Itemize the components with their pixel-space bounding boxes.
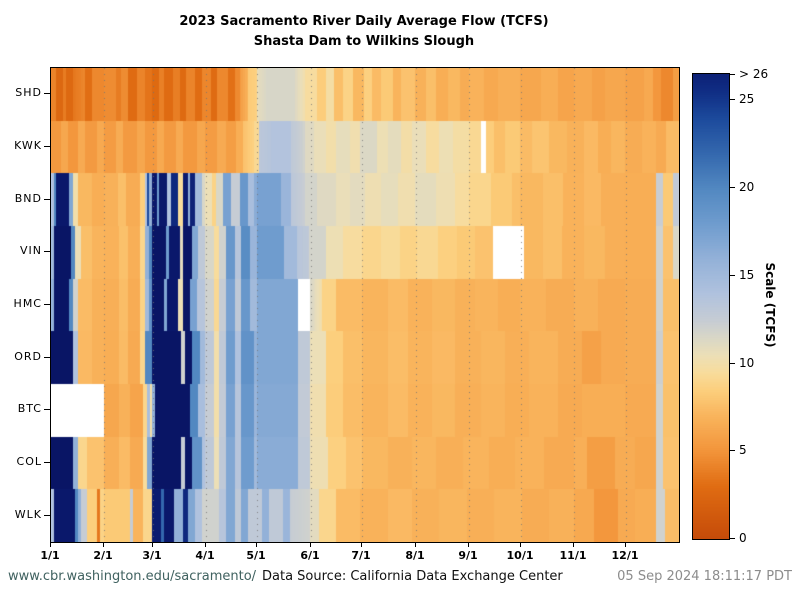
x-tick-label-9-1: 9/1 <box>458 549 478 562</box>
y-tick-mark <box>44 409 50 410</box>
colorbar-label-25: 25 <box>739 92 755 106</box>
colorbar-tick-mark <box>730 187 735 188</box>
plot-area <box>50 67 680 543</box>
y-tick-label-btc: BTC <box>17 402 42 416</box>
x-tick-label-11-1: 11/1 <box>559 549 587 562</box>
chart-title-line1: 2023 Sacramento River Daily Average Flow… <box>179 14 549 29</box>
y-tick-label-ord: ORD <box>14 349 42 363</box>
x-tick-mark <box>573 542 574 547</box>
data-source-text: Data Source: California Data Exchange Ce… <box>262 569 563 584</box>
y-tick-mark <box>44 304 50 305</box>
x-tick-mark <box>103 542 104 547</box>
x-tick-mark <box>361 542 362 547</box>
x-tick-mark <box>468 542 469 547</box>
y-tick-mark <box>44 462 50 463</box>
colorbar-canvas <box>693 74 729 539</box>
colorbar-tick-mark <box>730 99 735 100</box>
y-tick-label-hmc: HMC <box>13 297 42 310</box>
x-tick-mark <box>520 542 521 547</box>
y-tick-mark <box>44 357 50 358</box>
colorbar-label-0: 0 <box>739 531 747 545</box>
y-tick-label-kwk: KWK <box>14 139 42 152</box>
colorbar-axis-label: Scale (TCFS) <box>763 262 777 348</box>
colorbar-label-15: 15 <box>739 268 755 282</box>
x-tick-label-12-1: 12/1 <box>611 549 639 562</box>
colorbar-label-5: 5 <box>739 443 747 457</box>
y-tick-label-bnd: BND <box>14 191 42 205</box>
x-tick-mark <box>310 542 311 547</box>
x-tick-label-6-1: 6/1 <box>300 549 320 562</box>
colorbar <box>692 73 730 540</box>
y-tick-label-shd: SHD <box>15 86 42 100</box>
x-tick-mark <box>625 542 626 547</box>
y-tick-label-col: COL <box>16 455 42 468</box>
x-tick-label-10-1: 10/1 <box>506 549 534 562</box>
x-tick-label-5-1: 5/1 <box>246 549 266 562</box>
colorbar-label-10: 10 <box>739 356 755 370</box>
x-tick-mark <box>205 542 206 547</box>
x-tick-label-8-1: 8/1 <box>405 549 425 562</box>
x-tick-label-1-1: 1/1 <box>40 549 60 562</box>
colorbar-label-20: 20 <box>739 180 755 194</box>
site-url-link[interactable]: www.cbr.washington.edu/sacramento/ <box>8 569 257 584</box>
y-tick-label-wlk: WLK <box>14 507 42 521</box>
y-tick-mark <box>44 146 50 147</box>
x-tick-label-2-1: 2/1 <box>93 549 113 562</box>
x-tick-mark <box>415 542 416 547</box>
x-tick-label-7-1: 7/1 <box>351 549 371 562</box>
y-tick-mark <box>44 93 50 94</box>
x-tick-mark <box>152 542 153 547</box>
y-tick-mark <box>44 515 50 516</box>
colorbar-tick-mark <box>730 538 735 539</box>
colorbar-label-gt26: > 26 <box>739 67 769 81</box>
y-tick-label-vin: VIN <box>20 244 42 258</box>
y-tick-mark <box>44 251 50 252</box>
colorbar-tick-mark <box>730 363 735 364</box>
heatmap-canvas <box>51 68 679 542</box>
colorbar-tick-mark <box>730 450 735 451</box>
colorbar-tick-mark <box>730 74 735 75</box>
x-tick-mark <box>256 542 257 547</box>
timestamp-text: 05 Sep 2024 18:11:17 PDT <box>617 569 792 584</box>
y-tick-mark <box>44 199 50 200</box>
x-tick-mark <box>50 542 51 547</box>
colorbar-tick-mark <box>730 275 735 276</box>
x-tick-label-3-1: 3/1 <box>142 549 162 562</box>
x-tick-label-4-1: 4/1 <box>195 549 215 562</box>
chart-title: 2023 Sacramento River Daily Average Flow… <box>50 12 678 52</box>
chart-title-line2: Shasta Dam to Wilkins Slough <box>253 34 475 49</box>
